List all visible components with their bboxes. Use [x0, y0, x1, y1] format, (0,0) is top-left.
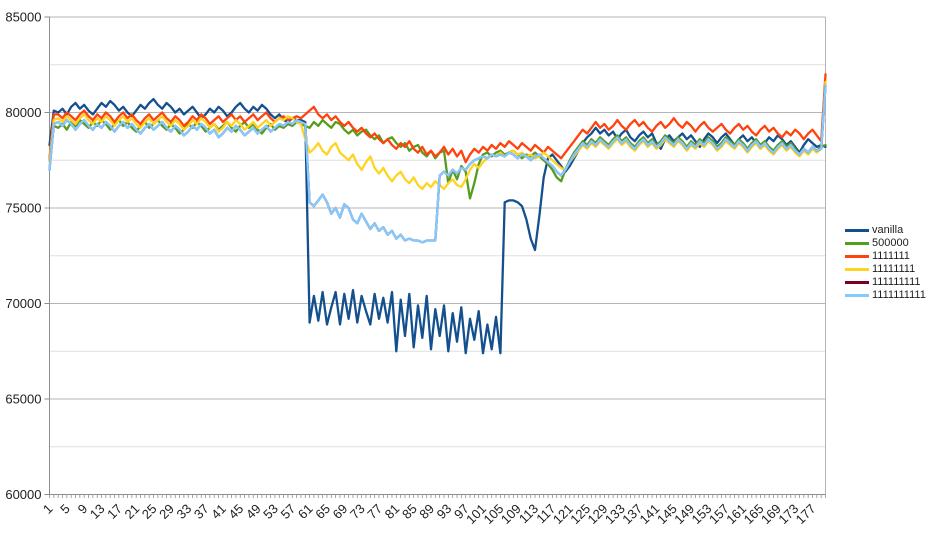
legend-label: 111111111 [872, 276, 921, 288]
y-axis-label: 80000 [5, 105, 41, 120]
y-axis-label: 65000 [5, 392, 41, 407]
legend-item: 1111111111 [845, 289, 926, 302]
series-line-1111111 [48, 73, 827, 164]
legend-label: 11111111 [872, 263, 916, 275]
legend-line-swatch [845, 268, 869, 271]
x-axis-label: 1 [40, 501, 56, 517]
legend-item: 1111111 [845, 250, 926, 263]
legend-label: vanilla [872, 224, 904, 236]
series-line-11111111 [48, 80, 827, 191]
legend-item: 500000 [845, 237, 926, 250]
legend-line-swatch [845, 281, 869, 284]
series-line-1111111111 [48, 84, 827, 244]
legend-label: 1111111 [872, 250, 910, 262]
y-axis-label: 70000 [5, 296, 41, 311]
series-line-500000 [48, 118, 827, 200]
x-axis-label: 5 [57, 501, 73, 517]
legend-line-swatch [845, 242, 869, 245]
legend-line-swatch [845, 294, 869, 297]
y-axis-label: 85000 [5, 10, 41, 25]
chart-legend: vanilla 500000 1111111 11111111 11111111… [845, 224, 926, 302]
legend-item: vanilla [845, 224, 926, 237]
legend-item: 111111111 [845, 276, 926, 289]
y-axis-label: 75000 [5, 201, 41, 216]
x-axis-label: 177 [793, 501, 819, 527]
legend-line-swatch [845, 255, 869, 258]
y-axis-label: 60000 [5, 487, 41, 502]
legend-line-swatch [845, 229, 869, 232]
legend-label: 500000 [872, 237, 909, 249]
legend-item: 11111111 [845, 263, 926, 276]
legend-label: 1111111111 [872, 289, 926, 301]
